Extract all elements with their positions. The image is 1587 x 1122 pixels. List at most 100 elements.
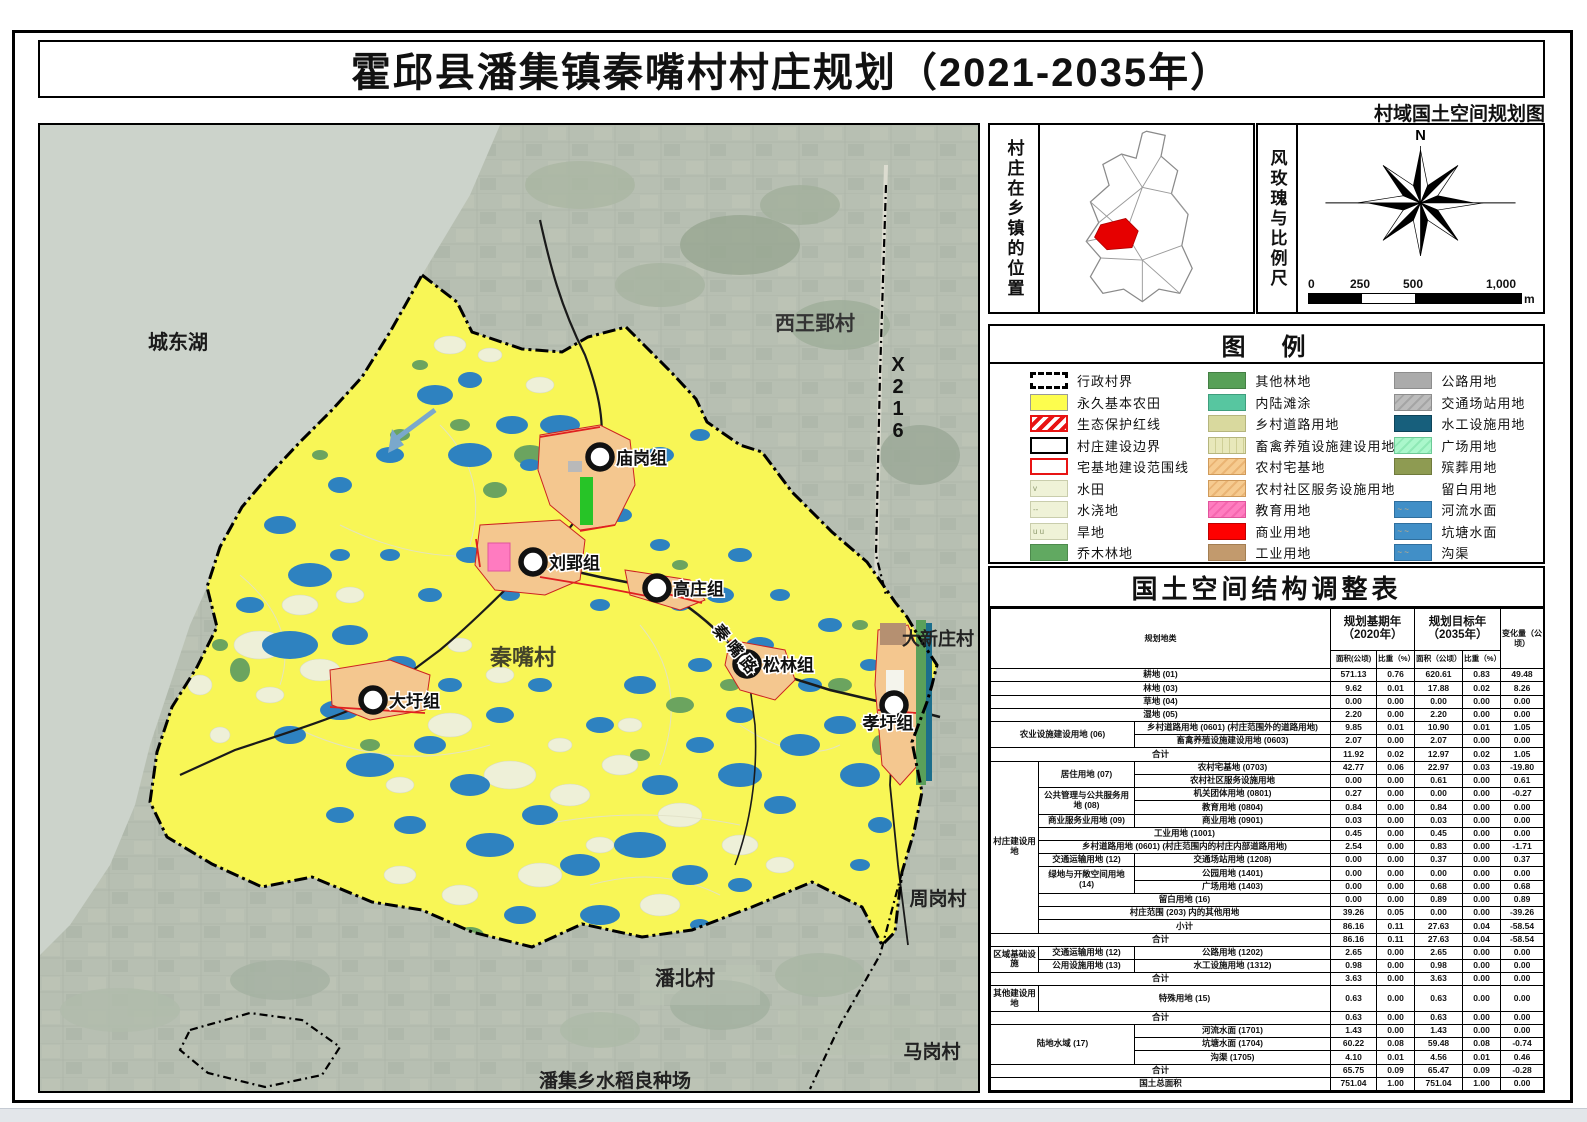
table-cell: 0.08 [1462, 1037, 1502, 1052]
hydraulic-swatch [1394, 415, 1433, 433]
table-title: 国土空间结构调整表 [990, 568, 1543, 608]
table-cell: 0.00 [1376, 853, 1416, 868]
table-cell: 0.27 [1330, 787, 1378, 802]
table-row: 合计 0.63 0.00 0.63 0.00 0.00 [990, 1010, 1543, 1025]
table-cell: 其他建设用地 [990, 985, 1039, 1012]
table-cell: 0.00 [1330, 694, 1378, 709]
table-cell: 1.43 [1330, 1023, 1378, 1039]
legend-label: 水工设施用地 [1441, 417, 1526, 433]
blank-swatch [1394, 480, 1432, 497]
table-cell: 0.00 [1462, 813, 1502, 828]
legend-label: 坑塘水面 [1441, 524, 1498, 540]
table-cell: 0.63 [1414, 985, 1464, 1012]
marker-songlin[interactable] [732, 649, 762, 679]
table-cell: 0.00 [1500, 972, 1543, 987]
legend-item-vb: 村庄建设边界 [1030, 435, 1208, 457]
table-row: 区域基础设施 交通运输用地 (12) 公路用地 (1202) 2.65 0.00 2.65… [990, 945, 1543, 974]
scale-tick-1000: 1,000 [1486, 277, 1517, 291]
table-cell: 0.00 [1376, 866, 1416, 881]
farm-swatch [1030, 393, 1068, 411]
location-panel: 村庄在乡镇的位置 [988, 123, 1255, 314]
ind-swatch [1208, 544, 1247, 562]
table-cell: -0.28 [1500, 1063, 1543, 1078]
legend-label: 行政村界 [1077, 374, 1134, 390]
north-label: N [1415, 128, 1426, 144]
table-cell: -58.54 [1500, 919, 1543, 934]
label-panbei: 潘北村 [655, 966, 715, 990]
table-row: 合计 3.63 0.00 3.63 0.00 0.00 [990, 972, 1543, 987]
marker-xiaowei[interactable] [879, 690, 909, 720]
table-cell: 0.09 [1462, 1063, 1502, 1078]
table-cell: 0.45 [1414, 826, 1464, 842]
community-swatch [1208, 479, 1247, 497]
map-sheet-subtitle: 村域国土空间规划图 [1373, 104, 1545, 125]
marker-miaogang[interactable] [585, 442, 615, 472]
table-cell: 广场用地 (1403) [1133, 879, 1332, 894]
table-row: 乡村道路用地 (0601) (村庄范围内的村庄内部道路用地) 2.54 0.00 0.… [991, 840, 1543, 855]
table-cell: 0.98 [1330, 958, 1378, 974]
flow-arrow [388, 407, 437, 453]
table-cell: 0.00 [1500, 800, 1543, 815]
vb-swatch [1030, 436, 1068, 454]
label-xiaowei: 孝圩组 [863, 713, 914, 733]
marker-liuying[interactable] [518, 547, 548, 577]
table-cell: 0.00 [1414, 787, 1464, 802]
table-row: 留白用地 (16) 0.00 0.00 0.89 0.00 0.89 [991, 892, 1543, 908]
table-cell: 22.97 [1414, 760, 1464, 775]
table-cell: 小计 [1037, 919, 1332, 934]
table-row: 陆地水域 (17) 河流水面 (1701) 1.43 0.00 1.43 0.00 0.00 [990, 1023, 1543, 1065]
legend-column: 行政村界 永久基本农田 生态保护红线 村庄建设边界 宅基地建设范围线 v 水田 -- 水浇地 u … [1004, 370, 1208, 564]
label-x216-1: 2 [892, 376, 903, 398]
legend-label: 河流水面 [1441, 503, 1498, 519]
table-cell: 0.00 [1462, 985, 1502, 1012]
table-cell: 公共管理与公共服务用地 (08) [1038, 787, 1135, 815]
table-cell: 0.00 [1414, 906, 1464, 921]
legend-label: 宅基地建设范围线 [1077, 460, 1190, 476]
table-cell: 公路用地 (1202) [1133, 945, 1332, 960]
table-cell: 1.00 [1376, 1076, 1416, 1091]
title-box: 霍邱县潘集镇秦嘴村村庄规划（2021-2035年） [38, 40, 1545, 98]
table-cell: -0.27 [1500, 787, 1543, 802]
table-cell: 3.63 [1414, 972, 1464, 987]
table-cell: 0.11 [1376, 919, 1416, 934]
table-cell: 0.46 [1500, 1050, 1543, 1065]
plaza-swatch [1394, 436, 1433, 454]
legend-label: 商业用地 [1255, 524, 1312, 540]
header-base-year: 规划基期年（2020年） [1330, 608, 1416, 651]
legend-item-station: 交通场站用地 [1394, 392, 1543, 414]
table-row: 工业用地 (1001) 0.45 0.00 0.45 0.00 0.00 [991, 826, 1543, 842]
table-cell: 0.00 [1376, 826, 1416, 842]
table-cell: 农村社区服务设施用地 [1133, 773, 1332, 789]
table-cell: 交通运输用地 (12) [1038, 945, 1135, 960]
marker-gaozhuang[interactable] [642, 573, 672, 603]
main-map-panel[interactable]: 庙岗组 刘郢组 高庄组 松林组 大圩组 孝圩组 秦嘴路 城东湖 西王郢村 X 2… [38, 123, 980, 1093]
table-cell: 17.88 [1414, 681, 1464, 696]
table-cell: 0.00 [1330, 892, 1378, 908]
legend-item-admin: 行政村界 [1030, 370, 1208, 392]
label-miaogang: 庙岗组 [616, 448, 667, 468]
table-cell: 0.00 [1376, 985, 1416, 1012]
legend-column: 公路用地 交通场站用地 水工设施用地 广场用地 殡葬用地 留白用地 ~ ~ 河流水面 ~ ~ 坑塘… [1394, 370, 1543, 564]
table-cell: 留白用地 (16) [1037, 892, 1332, 908]
table-cell: 0.00 [1500, 985, 1543, 1012]
table-cell: 商业服务业用地 (09) [1038, 813, 1135, 828]
admin-swatch [1030, 372, 1068, 390]
marker-dawei[interactable] [358, 685, 388, 715]
legend-item-eco: 生态保护红线 [1030, 413, 1208, 435]
table-cell: 751.04 [1330, 1076, 1378, 1091]
legend-item-arbor: 乔木林地 [1030, 542, 1208, 564]
table-cell: 0.00 [1376, 1010, 1416, 1025]
legend-label: 其他林地 [1255, 374, 1312, 390]
table-cell: 0.08 [1376, 1037, 1416, 1052]
table-cell: 0.00 [1462, 906, 1502, 921]
table-cell: 0.63 [1330, 985, 1378, 1012]
table-cell: 0.00 [1462, 826, 1502, 842]
table-cell: -39.26 [1500, 906, 1543, 921]
table-cell: 湿地 (05) [990, 707, 1332, 723]
table-cell: 0.00 [1462, 787, 1502, 802]
header-area-2035: 面积（公顷） [1414, 649, 1464, 670]
legend-label: 畜禽养殖设施建设用地 [1255, 438, 1396, 454]
station-swatch [1394, 393, 1433, 411]
table-cell: 0.89 [1414, 892, 1464, 908]
neighbor-boundaries [178, 184, 904, 1090]
